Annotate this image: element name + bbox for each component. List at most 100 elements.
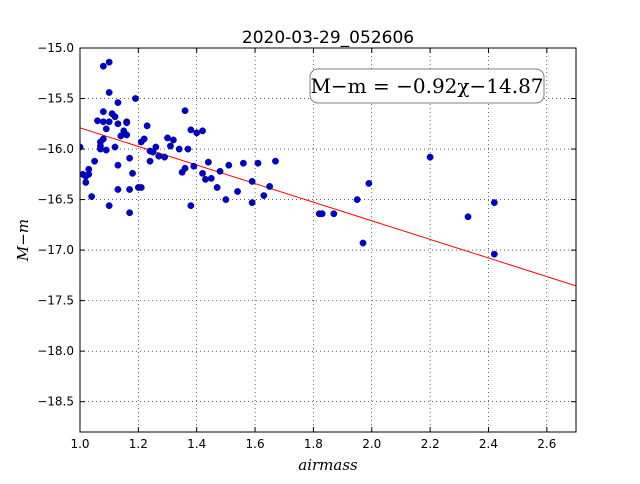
data-point [169,136,177,144]
data-point [102,146,110,154]
data-point [149,148,157,156]
data-point [193,129,201,137]
fit-annotation: M−m = −0.92χ−14.87 [309,68,545,104]
data-point [126,186,134,193]
data-point [490,199,498,207]
data-point [187,202,195,210]
data-point [199,127,206,135]
data-point [99,108,107,116]
data-point [426,153,434,161]
y-tick-label: −15.5 [37,92,74,106]
x-tick-label: 1.2 [129,437,148,451]
data-point [175,145,183,153]
y-tick-label: −18.5 [37,395,74,409]
data-point [126,154,134,162]
data-point [105,58,113,66]
data-point [123,131,131,139]
y-tick-label: −17.0 [37,243,74,257]
data-point [464,213,472,221]
data-point [190,162,198,170]
plot-clipped-group [80,58,576,287]
data-point [248,177,256,185]
data-point [143,122,151,130]
data-point [318,210,326,218]
y-tick-label: −18.0 [37,344,74,358]
data-point [132,95,139,102]
data-point [99,118,107,126]
data-point [137,184,145,191]
data-point [126,209,134,217]
data-point [199,169,206,177]
x-tick-label: 2.4 [479,437,498,451]
data-point [146,157,154,165]
data-point [111,143,119,151]
data-point [111,113,119,121]
data-point [490,250,498,258]
x-tick-label: 1.0 [70,437,89,451]
data-point [222,196,230,203]
data-point [207,174,215,182]
data-point [202,175,209,183]
data-point [187,126,195,134]
data-point [359,239,367,247]
x-tick-label: 1.8 [304,437,323,451]
data-point [213,184,221,191]
data-point [204,158,212,166]
data-point [234,188,241,195]
x-tick-label: 2.0 [362,437,381,451]
axis-ticks: 1.0 1.2 1.4 1.6 1.8 2.0 2.2 2.4 2.6 −15.0 −15.5 −16… [37,41,576,451]
fit-line [80,127,576,287]
y-axis-label: M−m [14,219,32,262]
x-tick-label: 2.2 [421,437,440,451]
x-axis-label: airmass [298,456,358,474]
x-tick-label: 2.6 [537,437,556,451]
data-point [99,135,107,143]
data-point [114,186,122,193]
axes-frame [79,47,577,433]
data-point [99,62,107,70]
x-tick-label: 1.6 [246,437,265,451]
data-point [164,134,171,142]
data-point [155,152,163,160]
data-point [248,199,256,207]
annotation-box [309,68,545,104]
data-point [94,117,101,125]
data-point [272,157,279,165]
data-point [181,164,189,172]
data-point [97,145,104,153]
chart-title: 2020-03-29_052606 [242,28,414,48]
x-tick-label: 1.4 [187,437,206,451]
plot-area [80,58,576,287]
data-point [114,161,122,169]
data-point [181,107,189,115]
data-point [123,119,131,127]
data-point [152,143,160,151]
data-point [266,183,274,190]
data-point [330,210,338,218]
data-point [353,196,361,203]
data-point [365,180,373,187]
annotation-text: M−m = −0.92χ−14.87 [310,74,543,98]
data-point [105,89,113,96]
data-point [129,169,136,177]
data-point [225,161,233,169]
data-point [239,159,247,167]
data-point [85,165,93,173]
data-point [114,120,122,128]
y-tick-label: −16.5 [37,193,74,207]
data-point [82,178,90,186]
data-point [260,192,268,199]
data-point [105,118,113,126]
data-point [161,153,169,161]
data-point [88,193,96,200]
data-point [140,135,148,143]
data-point [184,145,192,153]
data-point [167,142,174,150]
data-point [114,99,122,106]
y-tick-label: −17.5 [37,294,74,308]
data-point [91,157,98,165]
data-point [216,167,224,175]
y-tick-label: −16.0 [37,142,74,156]
